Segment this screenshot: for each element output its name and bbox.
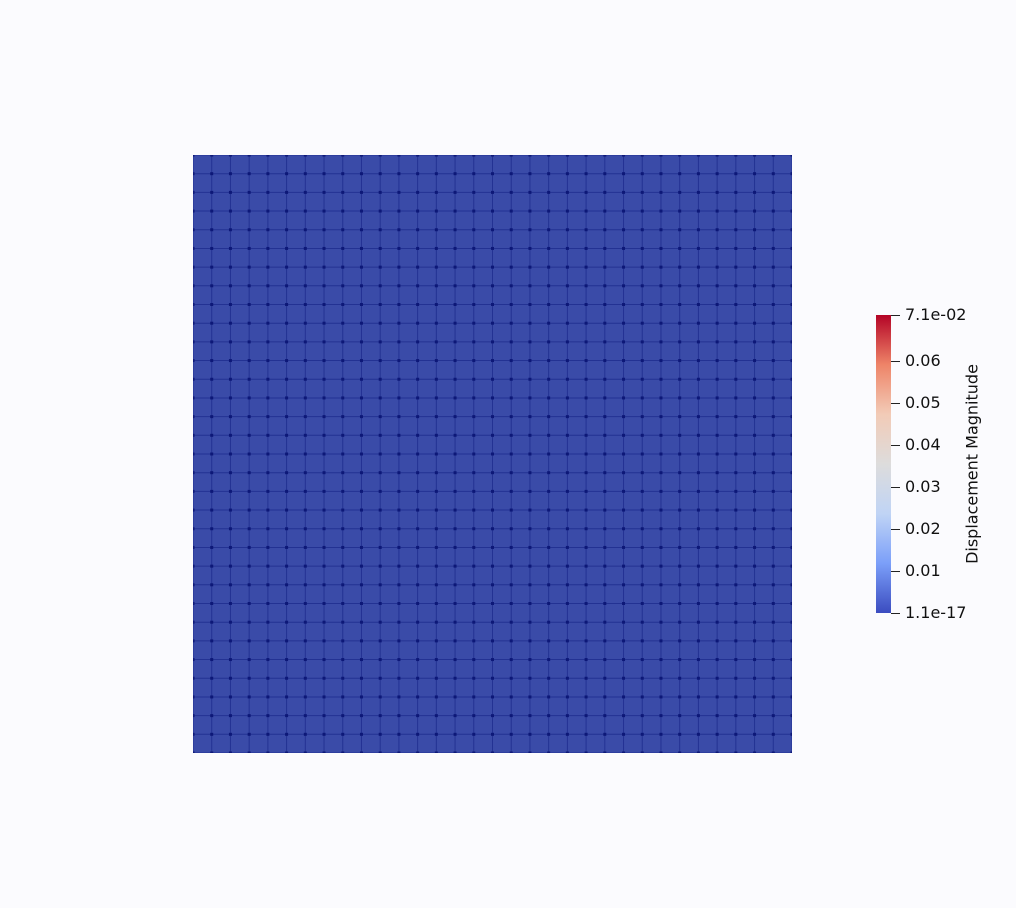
mesh-plot [193, 155, 792, 753]
colorbar-tick-label: 0.05 [905, 393, 941, 412]
mesh-nodes [193, 155, 792, 753]
colorbar-tick-mark [891, 315, 900, 316]
colorbar-tick-label: 0.02 [905, 519, 941, 538]
colorbar-tick-mark [891, 361, 900, 362]
colorbar-gradient [876, 315, 891, 613]
colorbar-tick-label: 0.04 [905, 435, 941, 454]
colorbar-tick-mark [891, 529, 900, 530]
colorbar-tick-mark [891, 445, 900, 446]
colorbar [876, 315, 891, 613]
colorbar-tick-label: 7.1e-02 [905, 305, 967, 324]
colorbar-tick-mark [891, 487, 900, 488]
colorbar-tick-mark [891, 613, 900, 614]
colorbar-tick-mark [891, 571, 900, 572]
colorbar-tick-mark [891, 403, 900, 404]
colorbar-tick-label: 0.03 [905, 477, 941, 496]
colorbar-tick-label: 1.1e-17 [905, 603, 967, 622]
colorbar-tick-label: 0.01 [905, 561, 941, 580]
colorbar-tick-label: 0.06 [905, 351, 941, 370]
colorbar-title: Displacement Magnitude [962, 364, 982, 564]
